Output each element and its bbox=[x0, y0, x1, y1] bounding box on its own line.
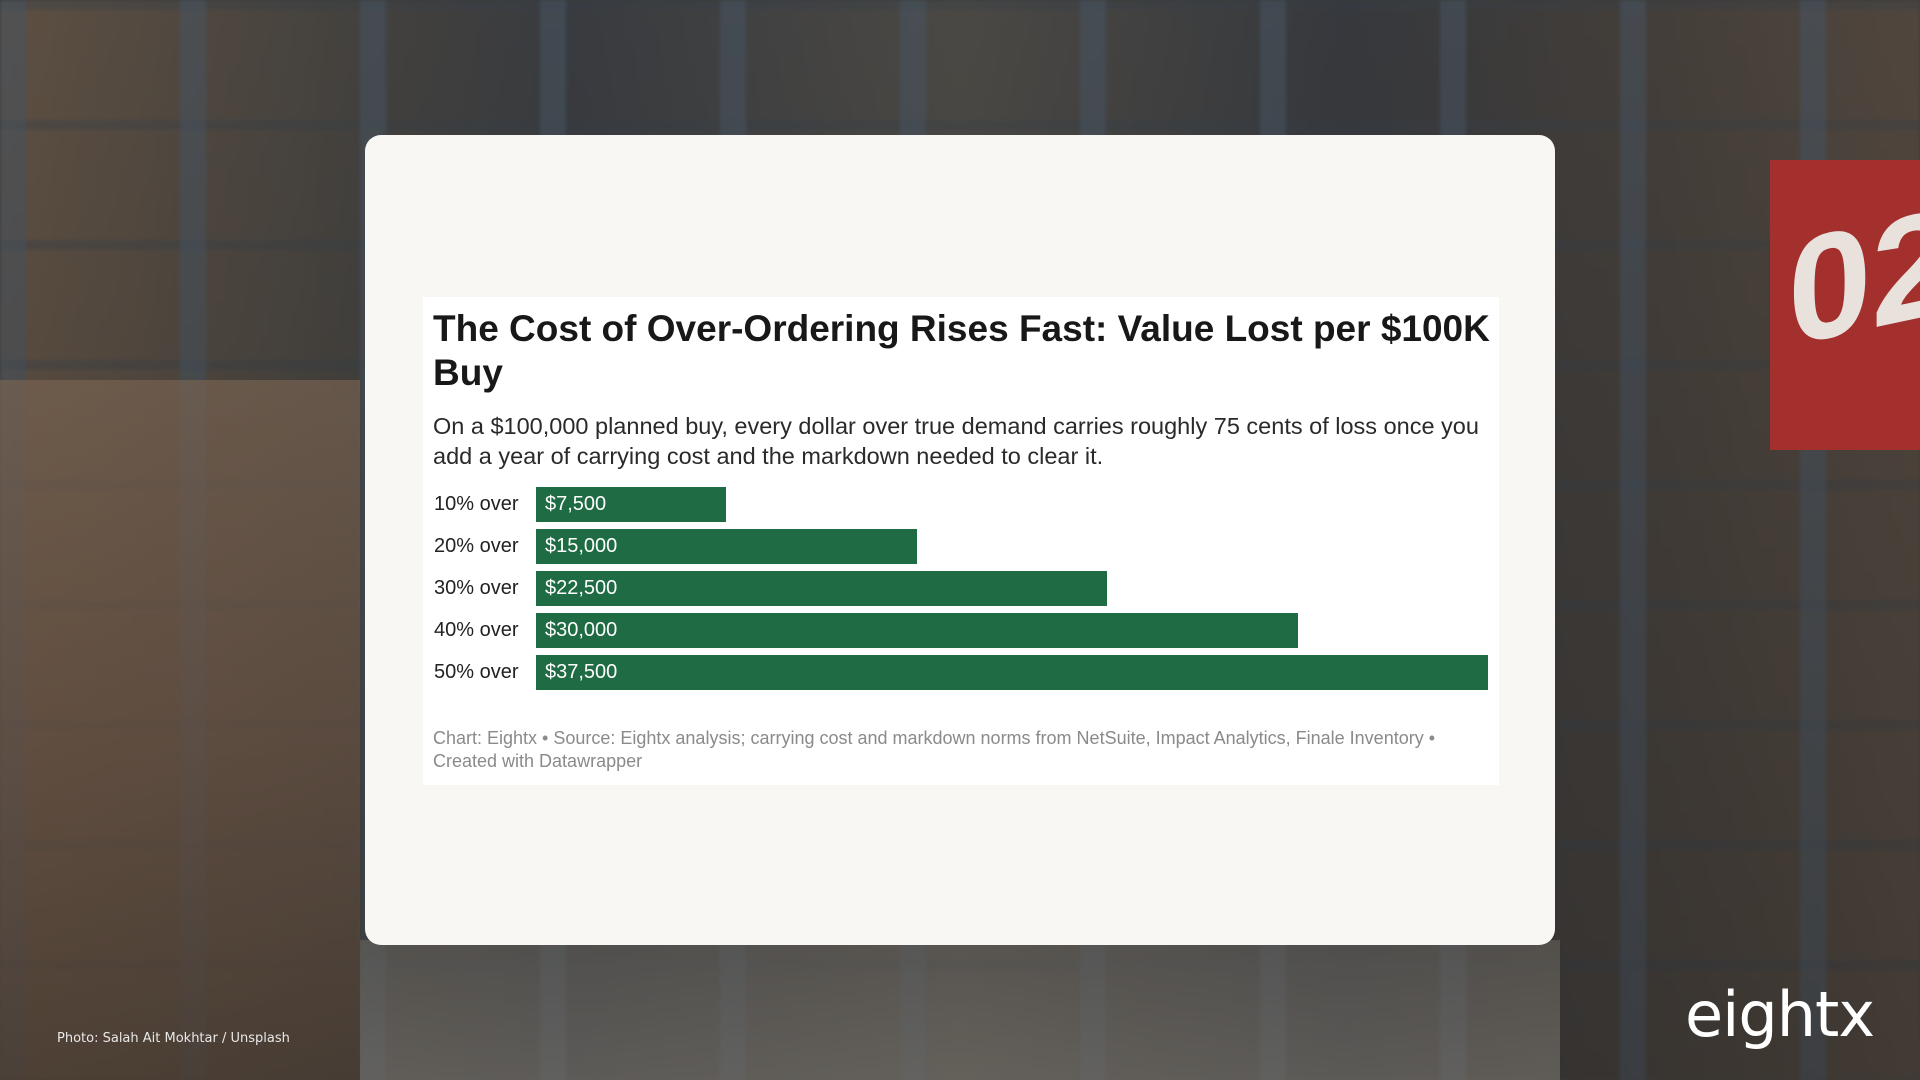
chart-container: The Cost of Over-Ordering Rises Fast: Va… bbox=[423, 297, 1499, 785]
background-floor bbox=[360, 940, 1560, 1080]
bar-value-label: $22,500 bbox=[545, 577, 618, 599]
chart-subtitle: On a $100,000 planned buy, every dollar … bbox=[433, 413, 1479, 469]
bar bbox=[536, 613, 1298, 648]
chart-title: The Cost of Over-Ordering Rises Fast: Va… bbox=[433, 308, 1490, 393]
bar-row: 30% over $22,500 bbox=[423, 571, 1499, 606]
bar bbox=[536, 487, 726, 522]
bar-chart: 10% over $7,500 20% over $15,000 30% over $22… bbox=[423, 487, 1499, 697]
bar-category-label: 50% over bbox=[434, 661, 519, 683]
bar-value-label: $7,500 bbox=[545, 493, 607, 515]
bar-value-label: $30,000 bbox=[545, 619, 618, 641]
chart-footer: Chart: Eightx • Source: Eightx analysis;… bbox=[433, 728, 1436, 771]
bar bbox=[536, 529, 917, 564]
background-aisle-sign-text: 02 bbox=[1788, 174, 1920, 378]
bar-row: 20% over $15,000 bbox=[423, 529, 1499, 564]
bar bbox=[536, 655, 1488, 690]
photo-credit: Photo: Salah Ait Mokhtar / Unsplash bbox=[57, 1031, 290, 1046]
background-boxes bbox=[0, 380, 360, 1080]
bar bbox=[536, 571, 1107, 606]
bar-value-label: $15,000 bbox=[545, 535, 618, 557]
bar-category-label: 40% over bbox=[434, 619, 519, 641]
background-aisle-sign: 02 bbox=[1770, 160, 1920, 450]
chart-card: The Cost of Over-Ordering Rises Fast: Va… bbox=[365, 135, 1555, 945]
bar-value-label: $37,500 bbox=[545, 661, 618, 683]
bar-category-label: 20% over bbox=[434, 535, 519, 557]
bar-row: 50% over $37,500 bbox=[423, 655, 1499, 690]
eightx-logo: eightx bbox=[1685, 978, 1875, 1051]
bar-row: 40% over $30,000 bbox=[423, 613, 1499, 648]
bar-category-label: 10% over bbox=[434, 493, 519, 515]
bar-category-label: 30% over bbox=[434, 577, 519, 599]
bar-row: 10% over $7,500 bbox=[423, 487, 1499, 522]
